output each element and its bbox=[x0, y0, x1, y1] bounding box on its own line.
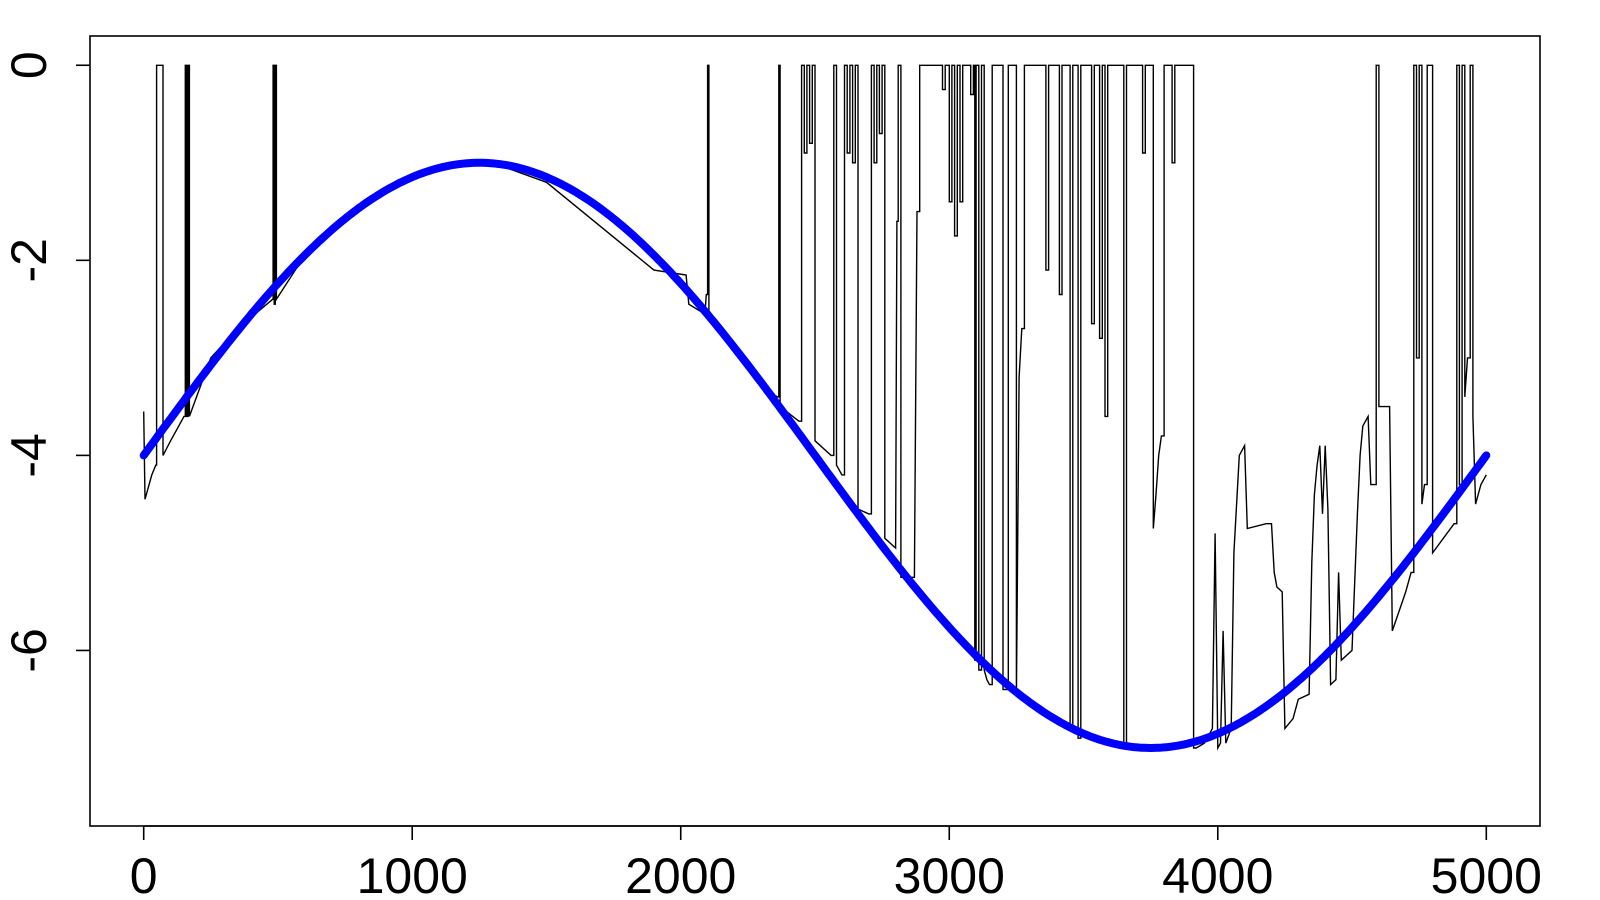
x-tick-label: 2000 bbox=[625, 848, 736, 900]
y-tick-label: -4 bbox=[1, 433, 57, 477]
x-tick-label: 5000 bbox=[1431, 848, 1542, 900]
y-tick-label: 0 bbox=[1, 51, 57, 79]
plot-area bbox=[139, 64, 1491, 752]
y-axis: 0 -2 -4 -6 bbox=[1, 51, 90, 673]
series-trace-line bbox=[143, 64, 1487, 751]
y-tick-label: -2 bbox=[1, 238, 57, 282]
x-tick-label: 4000 bbox=[1162, 848, 1273, 900]
y-tick-label: -6 bbox=[1, 628, 57, 672]
x-tick-label: 0 bbox=[130, 848, 158, 900]
series-smooth-curve bbox=[139, 158, 1491, 752]
x-axis: 0 1000 2000 3000 4000 5000 bbox=[130, 825, 1542, 900]
x-tick-label: 3000 bbox=[894, 848, 1005, 900]
x-tick-label: 1000 bbox=[357, 848, 468, 900]
